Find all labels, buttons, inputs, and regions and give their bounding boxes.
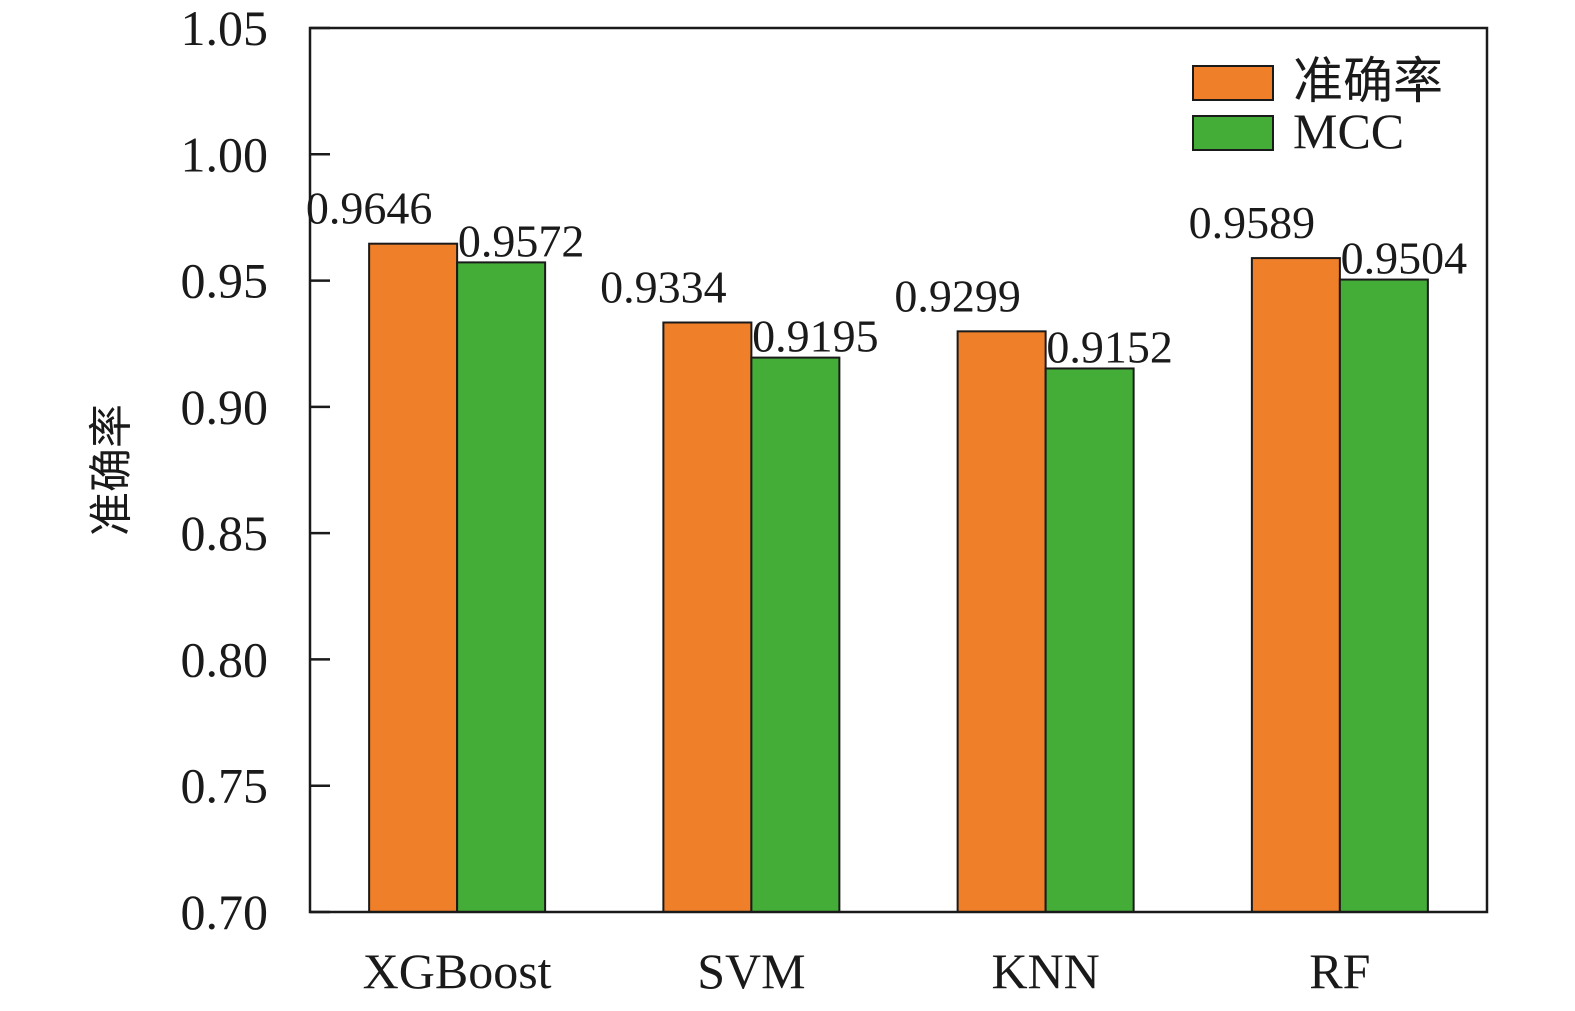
y-tick-label: 1.00 xyxy=(181,126,269,182)
y-tick-label: 0.80 xyxy=(181,631,269,687)
y-tick-label: 0.95 xyxy=(181,253,269,309)
x-axis-category-labels: XGBoost SVM KNN RF xyxy=(363,943,1371,999)
plot-area-frame xyxy=(308,26,1489,914)
y-axis-ticks: 0.70 0.75 0.80 0.85 0.90 0.95 1.00 1.05 xyxy=(181,0,330,940)
bar-accuracy-rf xyxy=(1250,257,1341,913)
bar-accuracy-knn xyxy=(956,330,1047,914)
x-category-label: XGBoost xyxy=(363,943,552,999)
bar-mcc-svm xyxy=(750,356,841,913)
data-label: 0.9152 xyxy=(1046,321,1173,372)
bar-mcc-knn xyxy=(1044,367,1135,913)
y-tick-label: 0.90 xyxy=(181,379,269,435)
data-label: 0.9334 xyxy=(600,261,727,312)
legend-label-mcc: MCC xyxy=(1293,103,1404,159)
data-labels: 0.9646 0.9572 0.9334 0.9195 0.9299 0.9152 0.95… xyxy=(306,183,1467,373)
data-label: 0.9299 xyxy=(894,270,1021,321)
y-tick-label: 1.05 xyxy=(181,0,269,56)
bar-accuracy-xgboost xyxy=(368,242,459,914)
bar-mcc-rf xyxy=(1338,278,1429,913)
data-label: 0.9646 xyxy=(306,183,433,234)
y-tick-label: 0.70 xyxy=(181,884,269,940)
bar-accuracy-svm xyxy=(662,321,753,913)
y-axis-title: 准确率 xyxy=(86,404,137,536)
y-tick-label: 0.75 xyxy=(181,758,269,814)
x-category-label: SVM xyxy=(697,943,805,999)
legend-label-accuracy: 准确率 xyxy=(1293,53,1443,109)
y-tick-label: 0.85 xyxy=(181,505,269,561)
data-label: 0.9589 xyxy=(1189,197,1316,248)
data-label: 0.9195 xyxy=(752,311,879,362)
bar-mcc-xgboost xyxy=(456,261,547,913)
x-category-label: RF xyxy=(1309,943,1370,999)
bars xyxy=(368,242,1429,914)
data-label: 0.9504 xyxy=(1341,233,1468,284)
legend-swatch-accuracy xyxy=(1192,65,1274,101)
x-category-label: KNN xyxy=(991,943,1099,999)
data-label: 0.9572 xyxy=(458,215,585,266)
legend-swatch-mcc xyxy=(1192,115,1274,151)
